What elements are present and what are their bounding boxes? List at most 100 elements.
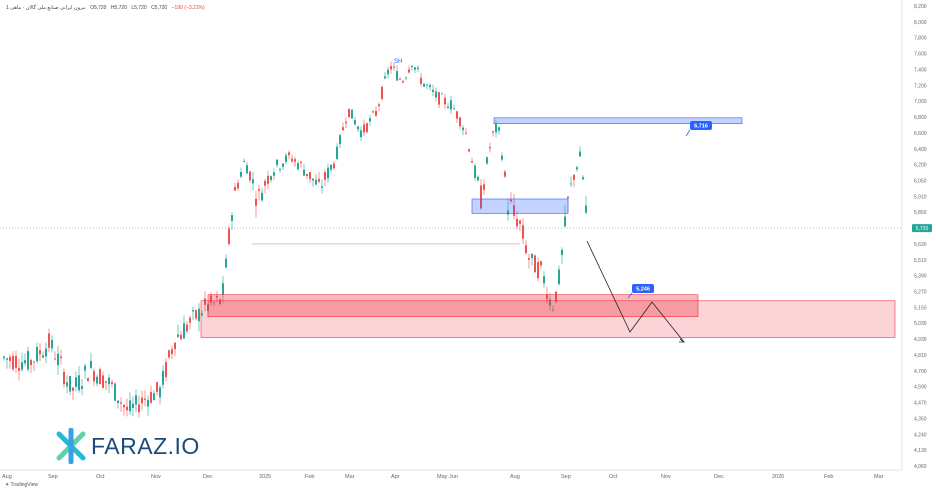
candle-body xyxy=(114,383,116,401)
candle-body xyxy=(396,71,398,81)
candle-body xyxy=(42,355,44,358)
price-tick-label: 6,050 xyxy=(914,178,927,184)
candle-body xyxy=(258,189,260,191)
candle-body xyxy=(105,381,107,383)
candle-body xyxy=(411,65,413,67)
time-tick-label: Oct xyxy=(96,474,105,480)
candle-body xyxy=(432,89,434,93)
candle-body xyxy=(18,367,20,371)
candle-body xyxy=(30,360,32,366)
candle-body xyxy=(327,167,329,179)
candle-body xyxy=(348,108,350,118)
candle-body xyxy=(510,199,512,202)
candle-body xyxy=(336,146,338,160)
candle-body xyxy=(264,180,266,186)
time-tick-label: Nov xyxy=(151,474,161,480)
candle-body xyxy=(276,159,278,166)
candle-body xyxy=(330,164,332,170)
candle-body xyxy=(414,67,416,70)
candle-body xyxy=(378,104,380,107)
candle-body xyxy=(90,361,92,368)
candle-body xyxy=(399,79,401,80)
time-tick-label: Dec xyxy=(714,474,724,480)
candle-body xyxy=(366,123,368,132)
candle-body xyxy=(249,171,251,181)
candle-body xyxy=(132,403,134,408)
candle-body xyxy=(423,83,425,87)
time-tick-label: Sep xyxy=(561,474,571,480)
candle-body xyxy=(522,225,524,239)
candle-body xyxy=(549,299,551,306)
candle-body xyxy=(480,185,482,209)
badge-5246: 5,246 xyxy=(636,287,650,293)
legend-high: H5,720 xyxy=(110,5,127,11)
candle-body xyxy=(300,161,302,163)
badge-6716-pointer xyxy=(685,129,691,137)
time-tick-label: Mar xyxy=(345,474,355,480)
candle-body xyxy=(27,351,29,370)
candle-body xyxy=(444,97,446,105)
price-tick-label: 4,470 xyxy=(914,401,927,407)
candle-body xyxy=(60,356,62,359)
candle-body xyxy=(51,339,53,349)
time-tick-label: Mar xyxy=(874,474,884,480)
symbol-name: 1 نیرون ایرانی صنایع ملی گالان · ماهی xyxy=(6,5,86,11)
candle-body xyxy=(159,387,161,398)
candle-body xyxy=(564,216,566,227)
symbol-legend: 1 نیرون ایرانی صنایع ملی گالان · ماهی O5… xyxy=(6,5,208,11)
candle-body xyxy=(492,131,494,133)
badge-6716-bg xyxy=(690,121,712,130)
time-tick-label: Feb xyxy=(305,474,314,480)
candle-body xyxy=(177,334,179,337)
price-tick-label: 5,850 xyxy=(914,210,927,216)
price-tick-label: 6,600 xyxy=(914,131,927,137)
candle-body xyxy=(156,382,158,392)
candle-body xyxy=(309,172,311,179)
candle-body xyxy=(294,159,296,162)
candle-body xyxy=(465,132,467,134)
candle-body xyxy=(570,183,572,185)
faraz-logo: FARAZ.IO xyxy=(53,427,199,465)
candle-body xyxy=(282,163,284,167)
candle-body xyxy=(84,365,86,371)
candle-body xyxy=(81,386,83,389)
candle-body xyxy=(456,111,458,119)
candle-body xyxy=(237,182,239,189)
tradingview-credit[interactable]: ✦ TradingView xyxy=(5,482,38,488)
badge-6716: 6,716 xyxy=(694,124,708,130)
candle-body xyxy=(552,309,554,311)
sh-label: SH xyxy=(394,59,402,65)
candle-body xyxy=(459,117,461,127)
price-tick-label: 4,930 xyxy=(914,337,927,343)
candle-body xyxy=(123,405,125,408)
candle-body xyxy=(567,196,569,199)
candle-body xyxy=(357,126,359,130)
candle-body xyxy=(321,186,323,188)
candle-body xyxy=(342,127,344,131)
candle-body xyxy=(99,369,101,385)
candle-body xyxy=(426,84,428,86)
candle-body xyxy=(297,163,299,170)
candle-body xyxy=(504,171,506,177)
candle-body xyxy=(129,400,131,412)
price-tick-label: 7,000 xyxy=(914,99,927,105)
mid-demand-zone xyxy=(471,198,569,214)
candle-body xyxy=(138,404,140,413)
candle-body xyxy=(558,269,560,285)
candle-body xyxy=(438,92,440,105)
candle-body xyxy=(516,218,518,227)
candle-body xyxy=(219,299,221,304)
price-tick-label: 6,200 xyxy=(914,163,927,169)
candle-body xyxy=(534,255,536,273)
time-tick-label: Oct xyxy=(609,474,618,480)
demand-zone-lower xyxy=(200,300,896,338)
price-tick-label: 4,060 xyxy=(914,464,927,470)
candle-body xyxy=(108,377,110,385)
candle-body xyxy=(48,333,50,348)
price-tick-label: 6,800 xyxy=(914,115,927,121)
candle-body xyxy=(165,362,167,378)
candle-body xyxy=(120,402,122,404)
candle-body xyxy=(306,174,308,176)
